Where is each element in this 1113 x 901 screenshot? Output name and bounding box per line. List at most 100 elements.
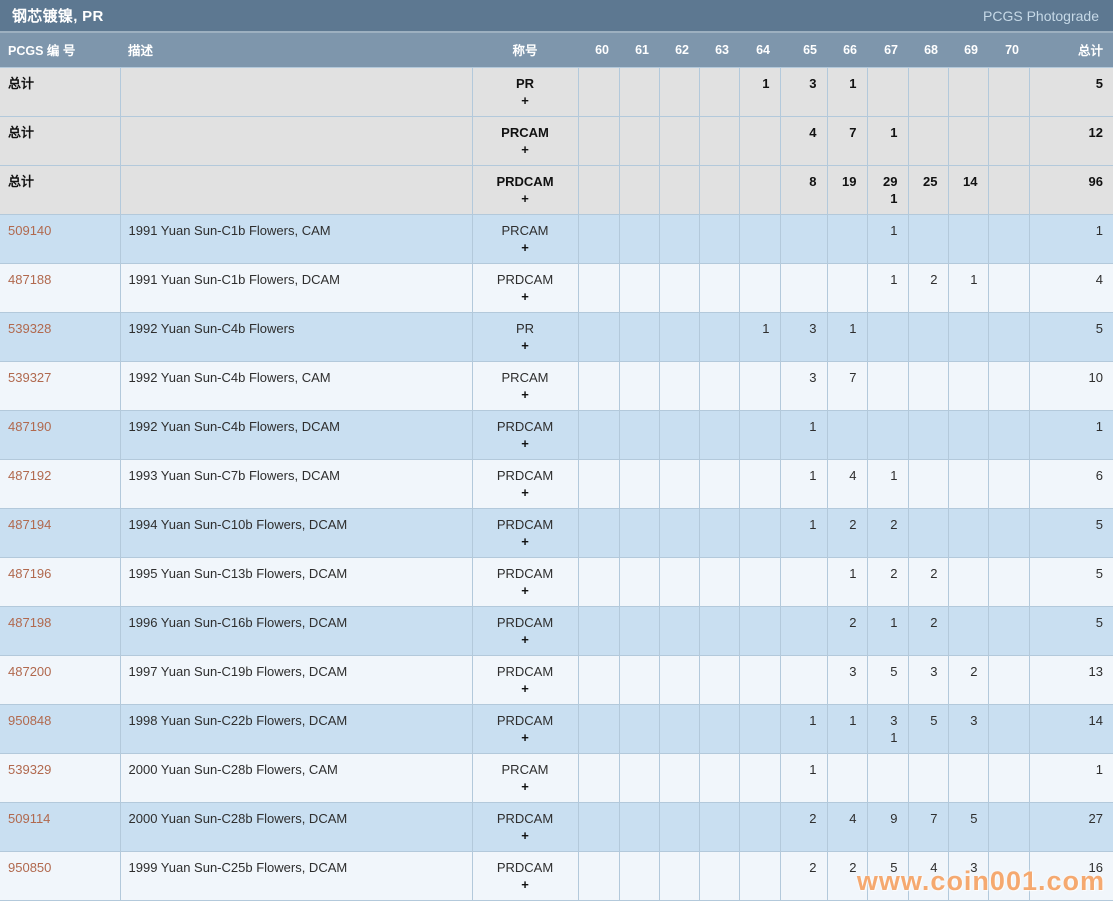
table-body: 总计 PR +1 3 1 5 总计 PRCAM +4 7 1 12 总计 PRDCAM +8 19 29 1 25 1…	[0, 66, 1113, 901]
pcgs-number-cell[interactable]: 487196	[0, 556, 121, 607]
pcgs-number-cell[interactable]: 539328	[0, 311, 121, 362]
grade-68-cell	[907, 311, 949, 362]
table-row: 487188 1991 Yuan Sun-C1b Flowers, DCAM PRD…	[0, 262, 1113, 313]
grade-64-cell	[738, 850, 781, 901]
grade-65-cell: 3	[779, 360, 828, 411]
description-cell	[119, 66, 473, 117]
pcgs-number-cell[interactable]: 950848	[0, 703, 121, 754]
plus-grade-label: +	[521, 778, 529, 794]
grade-count: 1	[890, 124, 898, 140]
grade-61-cell	[618, 654, 660, 705]
pcgs-number-link[interactable]: 487200	[8, 663, 52, 679]
pcgs-number-cell[interactable]: 539327	[0, 360, 121, 411]
pcgs-number-cell[interactable]: 487200	[0, 654, 121, 705]
designation-cell: PRDCAM +	[471, 262, 579, 313]
plus-grade-label: +	[521, 141, 529, 157]
pcgs-number-link[interactable]: 509140	[8, 222, 52, 238]
pcgs-number-cell[interactable]: 487188	[0, 262, 121, 313]
grade-count: 7	[930, 810, 938, 826]
pcgs-number-link[interactable]: 539329	[8, 761, 52, 777]
grade-67-cell: 1	[866, 213, 909, 264]
designation-label: PRCAM	[501, 761, 549, 777]
pcgs-number-cell[interactable]: 487194	[0, 507, 121, 558]
grade-60-cell	[577, 409, 620, 460]
designation-label: PR	[515, 320, 535, 336]
pcgs-number-link[interactable]: 487194	[8, 516, 52, 532]
grade-62-cell	[658, 262, 700, 313]
pcgs-number-link[interactable]: 539328	[8, 320, 52, 336]
grade-60-cell	[577, 605, 620, 656]
pcgs-number-link[interactable]: 487188	[8, 271, 52, 287]
column-header-grade-69: 69	[948, 33, 988, 67]
grade-60-cell	[577, 850, 620, 901]
designation-cell: PRDCAM +	[471, 164, 579, 215]
column-header-grade-66: 66	[827, 33, 867, 67]
column-header-grade-63: 63	[699, 33, 739, 67]
pcgs-photograde-link[interactable]: PCGS Photograde	[983, 7, 1099, 24]
description-cell: 1992 Yuan Sun-C4b Flowers, DCAM	[119, 409, 473, 460]
grade-60-cell	[577, 262, 620, 313]
grade-count: 2	[930, 271, 938, 287]
grade-60-cell	[577, 458, 620, 509]
grade-67-cell	[866, 360, 909, 411]
pcgs-number-cell[interactable]: 509114	[0, 801, 121, 852]
grade-61-cell	[618, 213, 660, 264]
grade-68-cell	[907, 115, 949, 166]
grade-69-cell: 1	[947, 262, 989, 313]
grade-60-cell	[577, 66, 620, 117]
pcgs-number-link[interactable]: 487190	[8, 418, 52, 434]
grade-64-cell	[738, 556, 781, 607]
grade-count: 1	[809, 516, 817, 532]
grade-65-cell: 1	[779, 703, 828, 754]
pcgs-number-cell[interactable]: 487192	[0, 458, 121, 509]
pcgs-number-link[interactable]: 487192	[8, 467, 52, 483]
grade-68-cell: 2	[907, 262, 949, 313]
grade-62-cell	[658, 66, 700, 117]
pcgs-number-cell: 总计	[0, 164, 121, 215]
grade-61-cell	[618, 801, 660, 852]
grade-68-cell	[907, 66, 949, 117]
grade-62-cell	[658, 752, 700, 803]
row-total-cell: 16	[1028, 850, 1113, 901]
grade-69-cell	[947, 115, 989, 166]
grade-68-cell	[907, 507, 949, 558]
grade-count: 3	[809, 320, 817, 336]
row-total-cell: 1	[1028, 409, 1113, 460]
grade-70-cell	[987, 507, 1030, 558]
pcgs-number-cell[interactable]: 539329	[0, 752, 121, 803]
pcgs-number-link[interactable]: 950850	[8, 859, 52, 875]
pcgs-number-cell[interactable]: 487190	[0, 409, 121, 460]
grade-count: 2	[930, 565, 938, 581]
pcgs-number-cell[interactable]: 950850	[0, 850, 121, 901]
column-header-total: 总计	[1029, 33, 1113, 67]
designation-cell: PRDCAM +	[471, 850, 579, 901]
grade-67-cell	[866, 409, 909, 460]
grade-67-cell: 2	[866, 556, 909, 607]
pcgs-number-link[interactable]: 539327	[8, 369, 52, 385]
grade-68-cell: 4	[907, 850, 949, 901]
designation-cell: PRCAM +	[471, 115, 579, 166]
description-cell: 1997 Yuan Sun-C19b Flowers, DCAM	[119, 654, 473, 705]
plus-grade-label: +	[521, 386, 529, 402]
pcgs-number-link[interactable]: 509114	[8, 810, 51, 826]
pcgs-number-cell[interactable]: 487198	[0, 605, 121, 656]
grade-65-cell: 3	[779, 311, 828, 362]
plus-grade-label: +	[521, 680, 529, 696]
grade-70-cell	[987, 262, 1030, 313]
table-row: 509114 2000 Yuan Sun-C28b Flowers, DCAM PR…	[0, 801, 1113, 852]
grade-count: 5	[970, 810, 978, 826]
grade-64-cell	[738, 409, 781, 460]
pcgs-number-link[interactable]: 487198	[8, 614, 52, 630]
grade-60-cell	[577, 213, 620, 264]
grade-63-cell	[698, 850, 740, 901]
grade-69-cell: 3	[947, 703, 989, 754]
pcgs-number-link[interactable]: 487196	[8, 565, 52, 581]
grade-62-cell	[658, 360, 700, 411]
grade-65-cell: 3	[779, 66, 828, 117]
grade-61-cell	[618, 262, 660, 313]
grade-60-cell	[577, 115, 620, 166]
grade-count: 1	[809, 761, 817, 777]
pcgs-number-link[interactable]: 950848	[8, 712, 52, 728]
grade-66-cell: 4	[826, 801, 868, 852]
pcgs-number-cell[interactable]: 509140	[0, 213, 121, 264]
